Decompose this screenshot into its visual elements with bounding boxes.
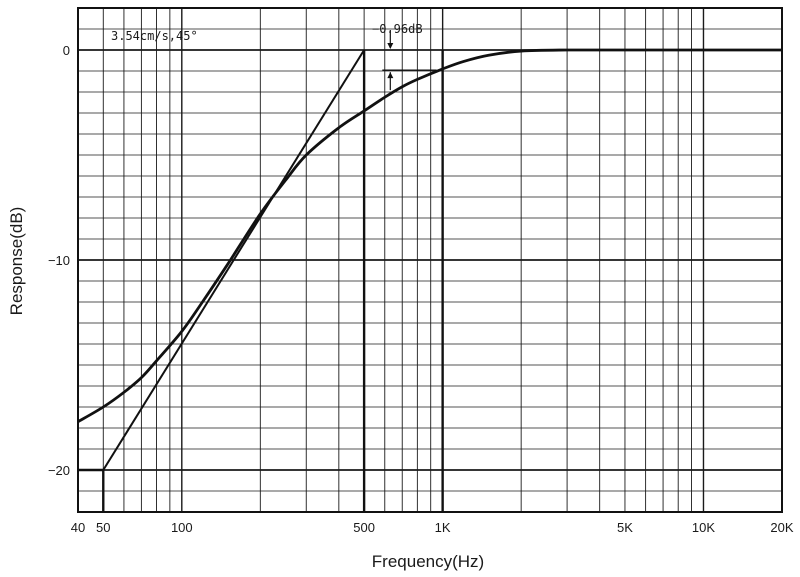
grid-major-lines (78, 8, 782, 512)
x-tick-label: 20K (770, 520, 793, 535)
x-tick-label: 10K (692, 520, 715, 535)
series-line-asymptote (102, 49, 365, 471)
x-axis-title: Frequency(Hz) (372, 552, 484, 571)
x-tick-labels: 40 50 100 500 1K 5K 10K 20K (71, 520, 794, 535)
y-tick-labels: 0 −10 −20 (48, 43, 70, 478)
annotation-markers (382, 30, 437, 91)
y-tick-label: −10 (48, 253, 70, 268)
reference-lines (78, 50, 444, 512)
x-tick-label: 500 (353, 520, 375, 535)
annotation-db-delta: −0.96dB (372, 22, 423, 36)
x-tick-label: 40 (71, 520, 85, 535)
x-tick-label: 5K (617, 520, 633, 535)
series-layer (77, 48, 782, 471)
x-tick-label: 50 (96, 520, 110, 535)
marker-arrowhead-down (387, 43, 394, 49)
x-tick-label: 100 (171, 520, 193, 535)
marker-arrowhead-up (387, 72, 394, 79)
x-tick-label: 1K (435, 520, 451, 535)
series-line-response-curve (77, 48, 782, 423)
plot-frame (77, 7, 783, 513)
annotation-speed: 3.54cm/s,45° (111, 29, 198, 43)
y-axis-title: Response(dB) (7, 207, 26, 316)
y-tick-label: 0 (63, 43, 70, 58)
y-tick-label: −20 (48, 463, 70, 478)
